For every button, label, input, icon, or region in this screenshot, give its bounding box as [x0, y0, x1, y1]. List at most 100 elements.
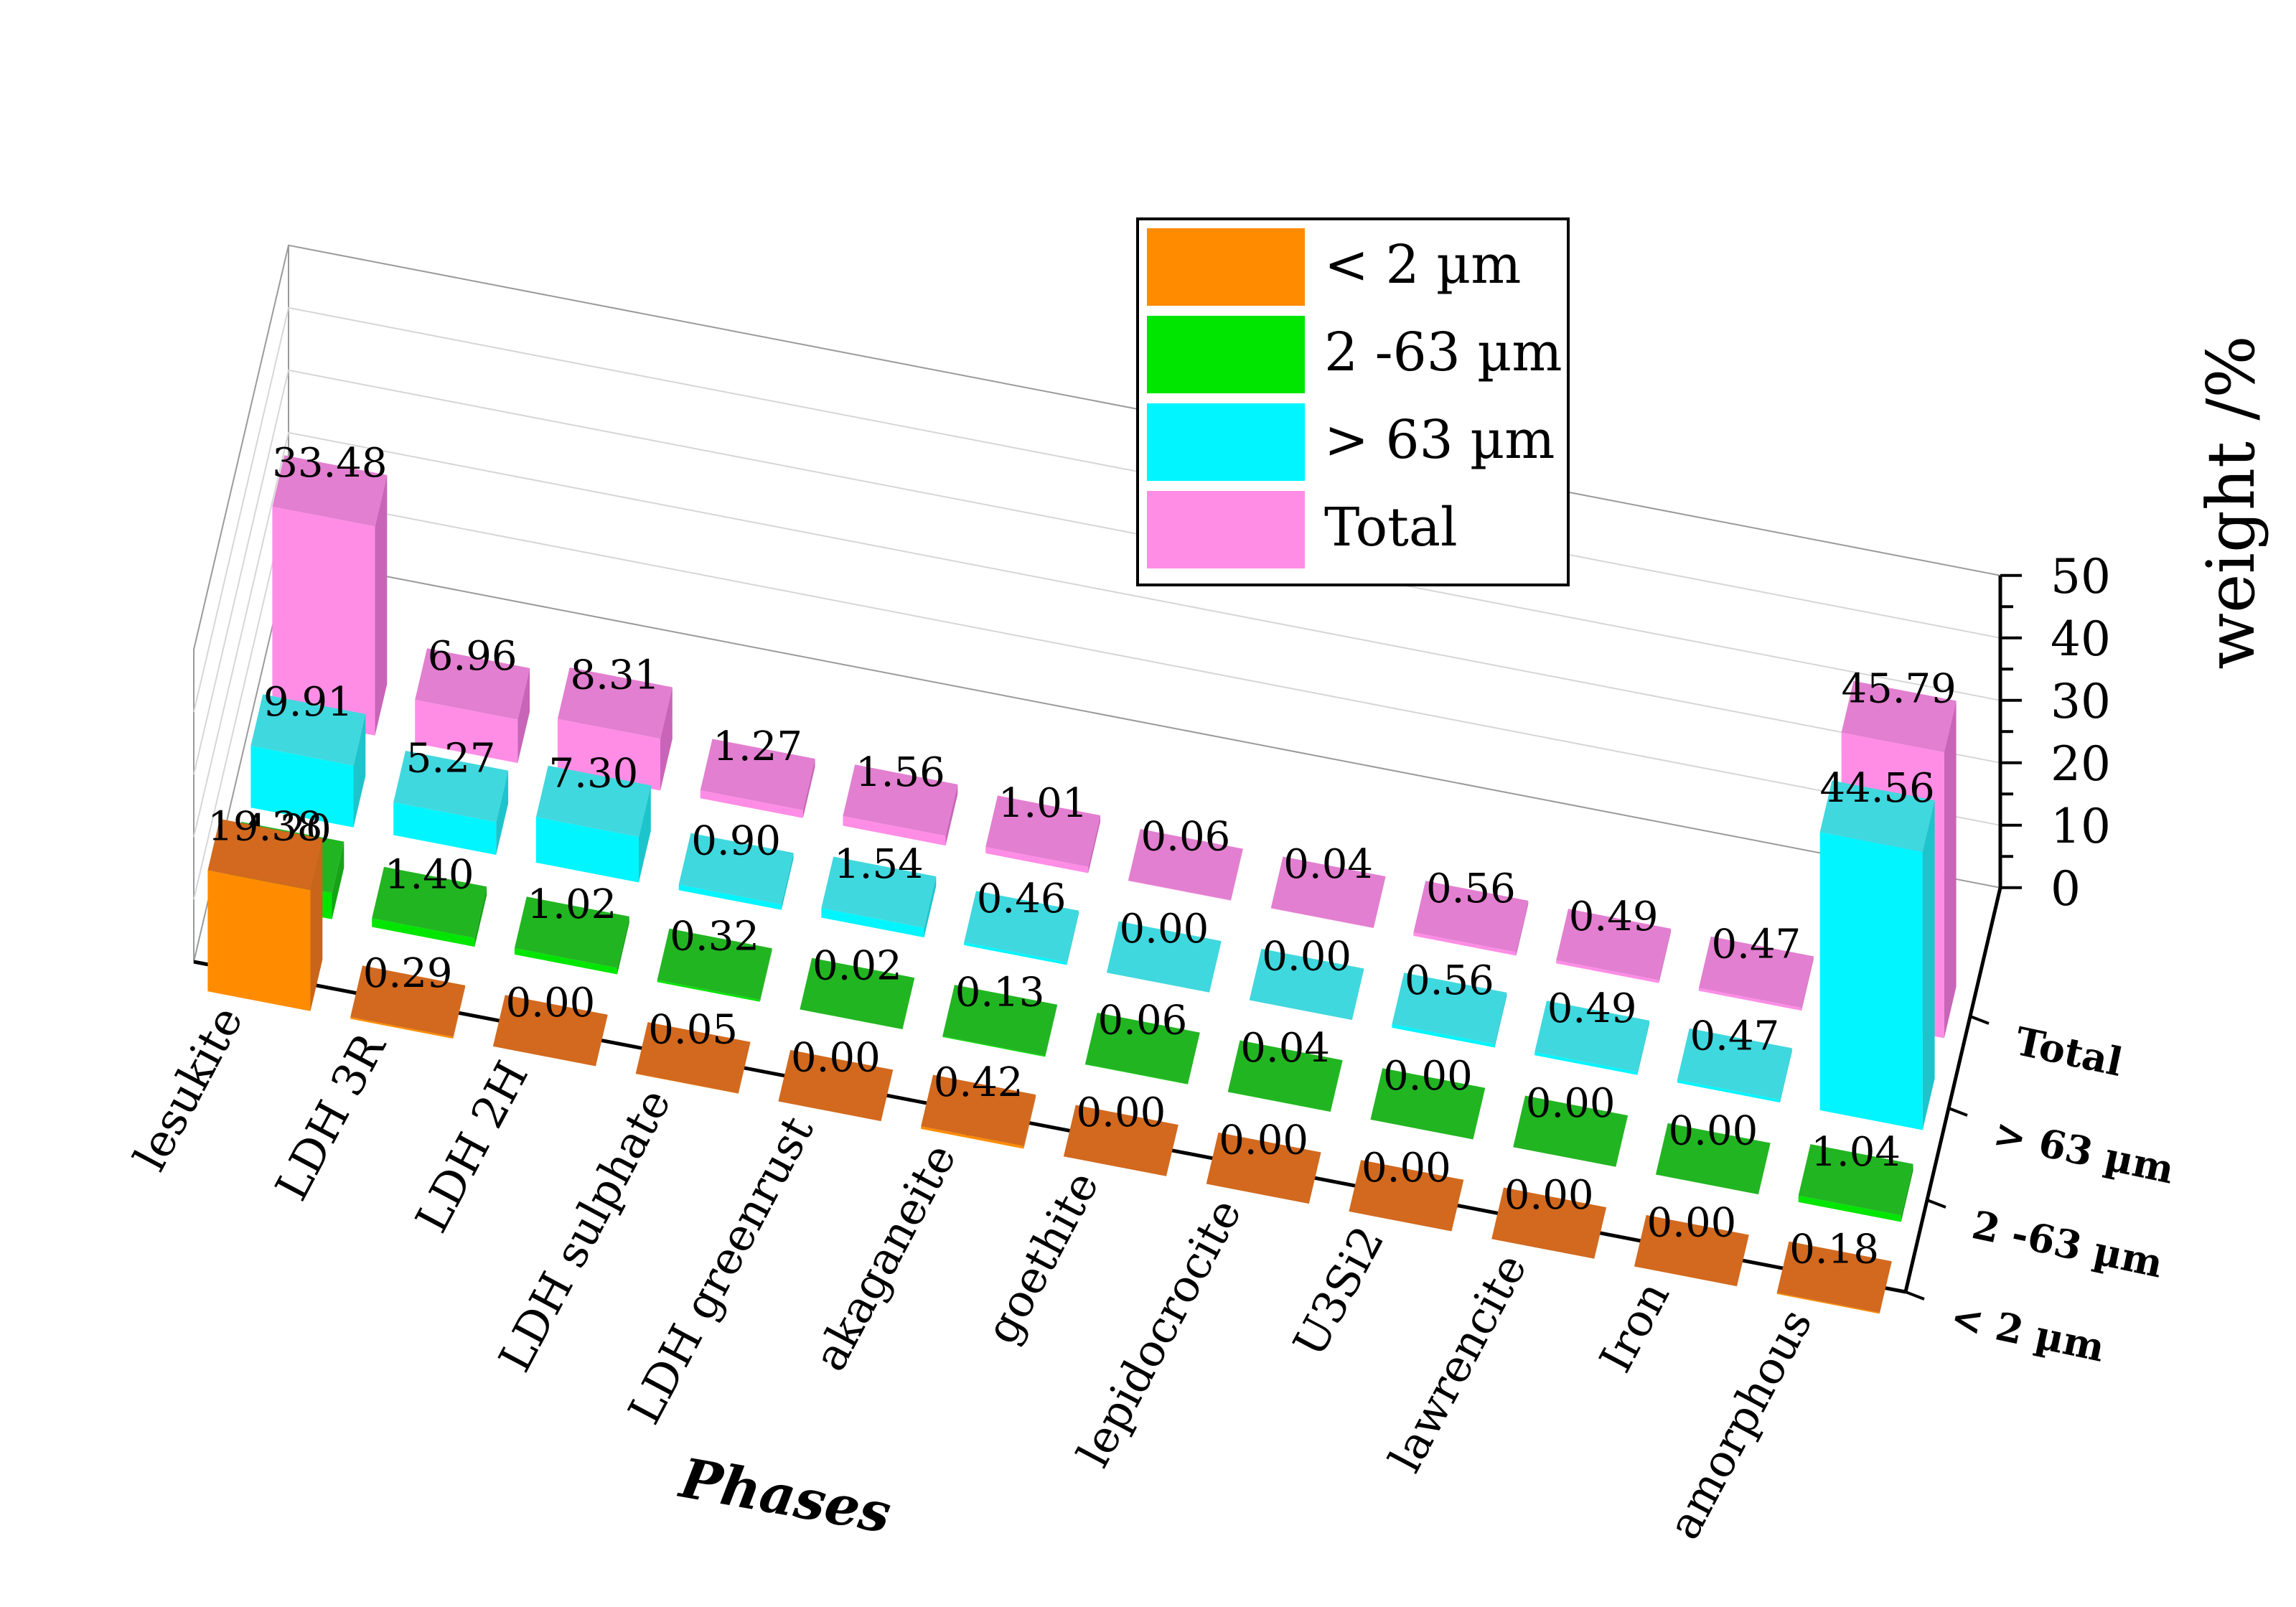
- bar-side: [1231, 848, 1243, 901]
- data-label: 0.47: [1712, 921, 1801, 968]
- data-label: 0.00: [1647, 1200, 1737, 1247]
- category-label: amorphous: [1657, 1301, 1822, 1548]
- bar-2 -63 µm-LDH 3R: 1.40: [372, 851, 487, 947]
- bar-front: [942, 1036, 1046, 1057]
- bar-top: [1106, 921, 1222, 993]
- gridline: [193, 431, 2001, 838]
- data-label: 19.38: [207, 804, 322, 851]
- data-label: 0.02: [812, 942, 902, 989]
- data-label: 1.27: [713, 723, 802, 770]
- bar-front: [1534, 1051, 1638, 1075]
- bar-> 63 µm-U3Si2: 0.56: [1392, 957, 1507, 1048]
- bar-top: [1841, 680, 1957, 753]
- bar-> 63 µm-amorphous: 44.56: [1819, 765, 1935, 1130]
- bar-side: [1659, 928, 1672, 983]
- bar-Total-LDH greenrust: 1.56: [843, 749, 958, 846]
- bar-top: [964, 891, 1079, 962]
- bar-side: [781, 853, 794, 910]
- bar-top: [1206, 1132, 1321, 1204]
- bar-front: [1819, 832, 1923, 1130]
- legend: < 2 µm 2 -63 µm > 63 µm Total: [1136, 217, 1570, 586]
- data-label: 0.00: [1120, 906, 1209, 952]
- data-label: 0.00: [1504, 1172, 1594, 1219]
- bar-top: [1084, 1013, 1200, 1084]
- bar-front: [657, 980, 760, 1002]
- category-label: Iron: [1589, 1273, 1679, 1380]
- depth-label: > 63 µm: [1990, 1110, 2178, 1193]
- bar-side: [453, 985, 466, 1039]
- bar-side: [496, 770, 509, 856]
- bar-front: [415, 700, 518, 764]
- data-label: 9.91: [263, 679, 353, 726]
- bar-front: [272, 506, 375, 736]
- data-label: 0.18: [1789, 1226, 1879, 1273]
- bar-Total-akaganeite: 1.01: [985, 780, 1101, 873]
- bar-Total-U3Si2: 0.56: [1413, 866, 1529, 956]
- weight-axis: 0 10 20 30 40 50 weight /%: [1998, 335, 2269, 917]
- bar-front: [535, 817, 639, 883]
- bar-side: [1879, 1261, 1892, 1314]
- data-label: 8.31: [571, 652, 660, 699]
- bar-top: [821, 856, 937, 928]
- legend-label: > 63 µm: [1324, 409, 1555, 471]
- category-label: LDH 3R: [265, 1023, 396, 1209]
- category-label: akaganeite: [803, 1135, 966, 1379]
- bar-> 63 µm-LDH sulphate: 0.90: [678, 817, 794, 910]
- data-label: 0.04: [1283, 841, 1373, 888]
- data-label: 0.46: [977, 876, 1067, 922]
- bar-side: [353, 713, 366, 828]
- bar-2 -63 µm-lawrencite: 0.00: [1513, 1080, 1629, 1167]
- data-label: 0.00: [1526, 1080, 1616, 1127]
- z-tick-label: 10: [2051, 799, 2111, 854]
- bar-top: [207, 818, 323, 891]
- bar-top: [985, 795, 1101, 867]
- bar-front: [843, 816, 946, 846]
- bar-side: [1330, 1060, 1343, 1112]
- bar-top: [657, 928, 772, 1000]
- bar-Total-lesukite: 33.48: [272, 440, 388, 736]
- bar-front: [1084, 1064, 1188, 1084]
- bar-side: [1045, 1004, 1058, 1057]
- category-label: goethite: [975, 1163, 1110, 1352]
- depth-label: < 2 µm: [1946, 1293, 2109, 1371]
- bar-< 2 µm-lesukite: 19.38: [207, 804, 323, 1011]
- bar-side: [738, 1041, 751, 1094]
- data-label: 0.49: [1569, 894, 1659, 940]
- gridline: [193, 369, 2001, 775]
- category-label: LDH sulphate: [488, 1080, 680, 1380]
- bar-< 2 µm-amorphous: 0.18: [1776, 1226, 1892, 1314]
- bar-front: [250, 746, 354, 828]
- bar-Total-LDH sulphate: 1.27: [700, 723, 815, 818]
- bar-side: [660, 687, 673, 791]
- bar-top: [557, 667, 673, 739]
- bar-top: [942, 985, 1058, 1057]
- bar-side: [617, 916, 629, 975]
- depth-tick: [1948, 1107, 1968, 1117]
- depth-label: 2 -63 µm: [1968, 1201, 2167, 1287]
- data-label: 1.56: [856, 749, 945, 796]
- bar-< 2 µm-LDH greenrust: 0.00: [778, 1035, 894, 1122]
- data-label: 0.00: [506, 980, 596, 1026]
- bar-side: [1637, 1020, 1650, 1075]
- bar-< 2 µm-LDH 3R: 0.29: [350, 950, 466, 1039]
- bar-Total-lepidocrocite: 0.04: [1270, 841, 1386, 929]
- bar-2 -63 µm-Iron: 0.00: [1655, 1108, 1771, 1195]
- data-label: 0.06: [1141, 814, 1231, 861]
- bar-side: [1373, 876, 1386, 929]
- data-label: 0.13: [955, 970, 1045, 1016]
- bar-front: [1677, 1079, 1780, 1103]
- bar-top: [1534, 1001, 1650, 1072]
- bar-> 63 µm-goethite: 0.00: [1106, 906, 1222, 993]
- bar-front: [1776, 1293, 1880, 1314]
- bar-top: [535, 765, 651, 837]
- bar-top: [800, 957, 915, 1029]
- bar-top: [514, 896, 629, 968]
- bar-top: [1655, 1123, 1771, 1195]
- bar-Total-LDH 3R: 6.96: [415, 633, 530, 764]
- bar-top: [1249, 948, 1364, 1021]
- data-label: 0.29: [363, 950, 453, 997]
- data-label: 1.54: [834, 841, 924, 888]
- data-label: 1.40: [385, 851, 474, 898]
- bar-front: [678, 884, 782, 910]
- bar-top: [678, 833, 794, 904]
